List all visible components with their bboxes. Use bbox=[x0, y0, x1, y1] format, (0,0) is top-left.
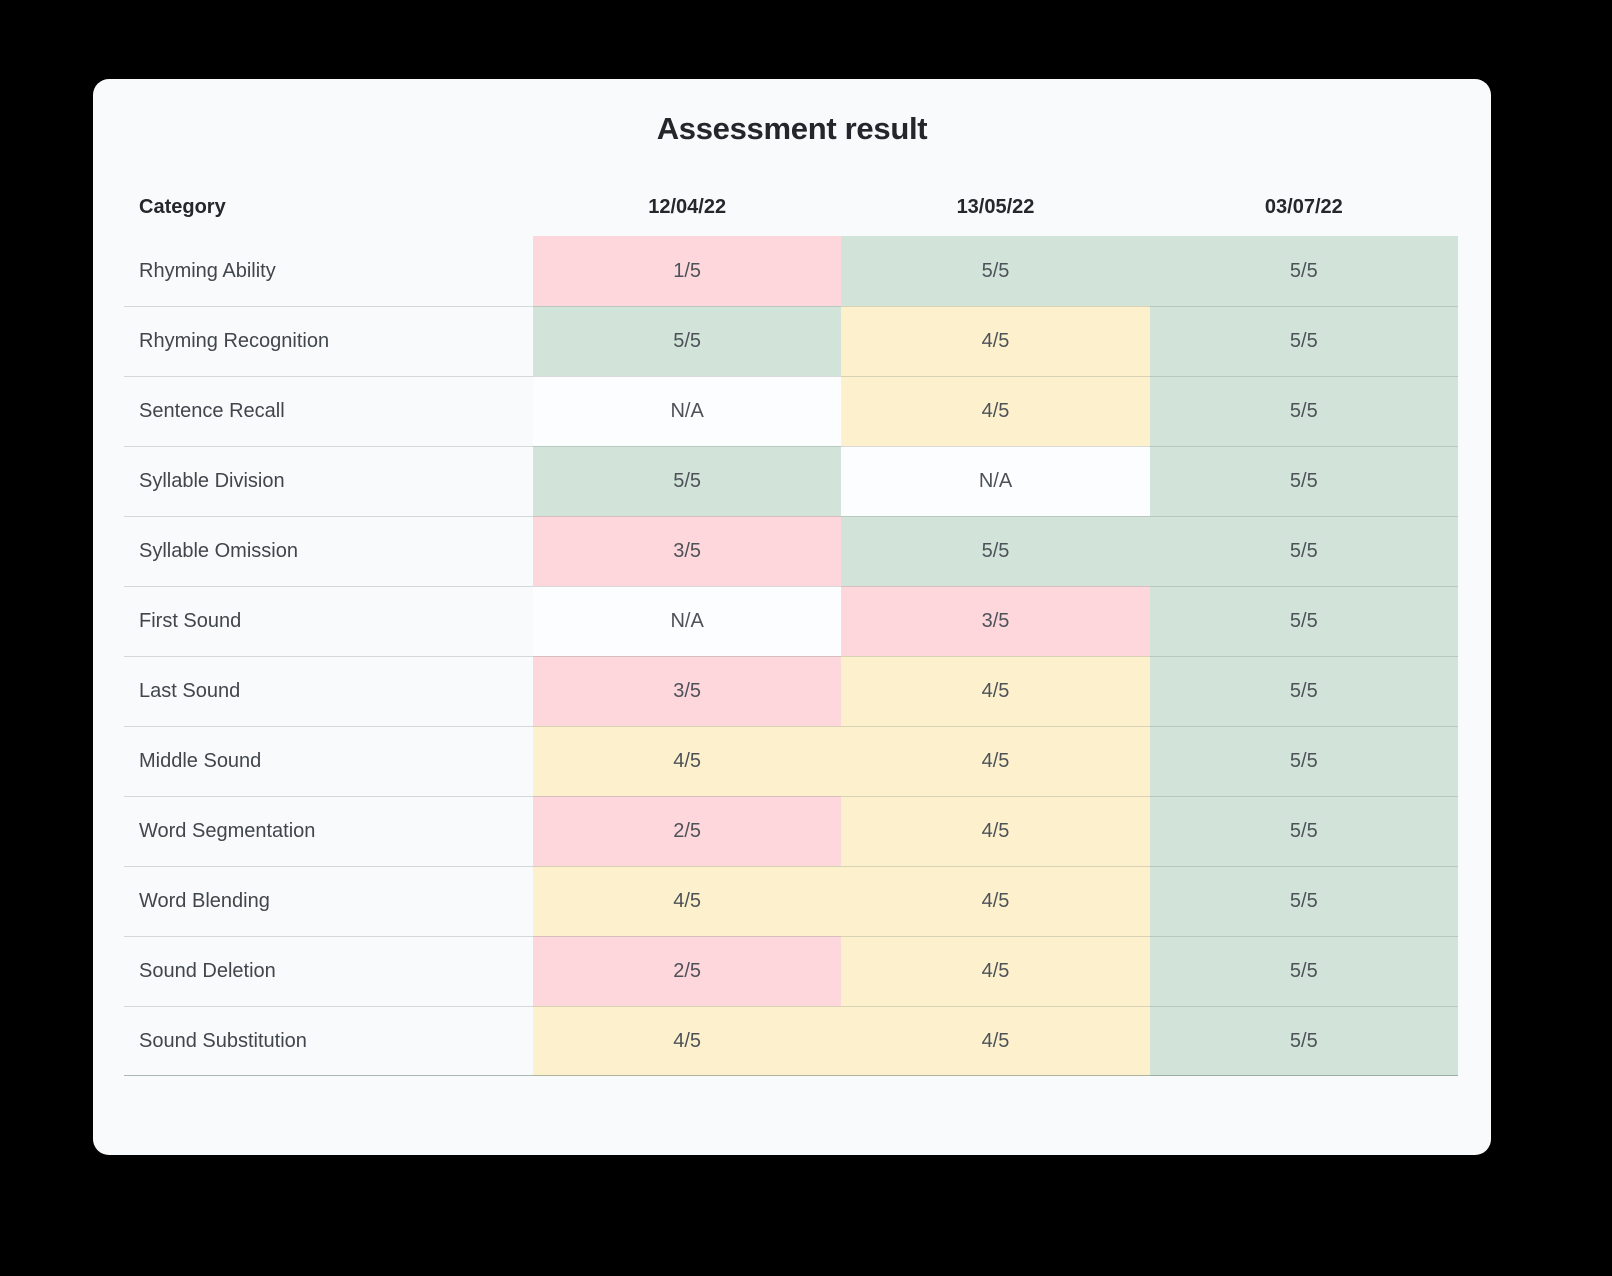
score-cell: 5/5 bbox=[1149, 306, 1458, 376]
score-cell: 5/5 bbox=[533, 446, 842, 516]
score-cell: 4/5 bbox=[533, 726, 842, 796]
table-row: Sound Deletion 2/5 4/5 5/5 bbox=[124, 936, 1458, 1006]
score-cell: 3/5 bbox=[533, 656, 842, 726]
table-row: Syllable Division 5/5 N/A 5/5 bbox=[124, 446, 1458, 516]
table-row: Rhyming Recognition 5/5 4/5 5/5 bbox=[124, 306, 1458, 376]
table-row: Word Blending 4/5 4/5 5/5 bbox=[124, 866, 1458, 936]
category-cell: Word Blending bbox=[124, 866, 533, 936]
table-row: Word Segmentation 2/5 4/5 5/5 bbox=[124, 796, 1458, 866]
score-cell: 5/5 bbox=[533, 306, 842, 376]
column-header-date-3: 03/07/22 bbox=[1264, 196, 1343, 218]
score-cell: 1/5 bbox=[533, 236, 842, 306]
column-header-date-1: 12/04/22 bbox=[648, 196, 727, 218]
column-header-date-2: 13/05/22 bbox=[956, 196, 1035, 218]
score-cell: 5/5 bbox=[1149, 936, 1458, 1006]
table-row: Sentence Recall N/A 4/5 5/5 bbox=[124, 376, 1458, 446]
score-cell: 4/5 bbox=[841, 1006, 1150, 1076]
category-cell: Sound Substitution bbox=[124, 1006, 533, 1076]
score-cell: 5/5 bbox=[1149, 1006, 1458, 1076]
score-cell: 3/5 bbox=[841, 586, 1150, 656]
score-cell: 5/5 bbox=[1149, 446, 1458, 516]
table-row: First Sound N/A 3/5 5/5 bbox=[124, 586, 1458, 656]
score-cell: N/A bbox=[533, 586, 842, 656]
category-cell: Rhyming Recognition bbox=[124, 306, 533, 376]
score-cell: 5/5 bbox=[1149, 586, 1458, 656]
assessment-table: Category 12/04/22 13/05/22 03/07/22 Rhym… bbox=[124, 179, 1458, 1076]
score-cell: 4/5 bbox=[841, 726, 1150, 796]
score-cell: 5/5 bbox=[1149, 376, 1458, 446]
score-cell: 4/5 bbox=[533, 1006, 842, 1076]
score-cell: 2/5 bbox=[533, 796, 842, 866]
table-body: Rhyming Ability 1/5 5/5 5/5 Rhyming Recognit… bbox=[124, 236, 1458, 1076]
table-row: Rhyming Ability 1/5 5/5 5/5 bbox=[124, 236, 1458, 306]
score-cell: 2/5 bbox=[533, 936, 842, 1006]
score-cell: 4/5 bbox=[841, 866, 1150, 936]
category-cell: Word Segmentation bbox=[124, 796, 533, 866]
table-row: Sound Substitution 4/5 4/5 5/5 bbox=[124, 1006, 1458, 1076]
category-cell: Middle Sound bbox=[124, 726, 533, 796]
category-cell: Sound Deletion bbox=[124, 936, 533, 1006]
score-cell: 4/5 bbox=[841, 306, 1150, 376]
score-cell: 5/5 bbox=[1149, 656, 1458, 726]
score-cell: 4/5 bbox=[841, 376, 1150, 446]
score-cell: 4/5 bbox=[841, 936, 1150, 1006]
category-cell: Last Sound bbox=[124, 656, 533, 726]
assessment-card: Assessment result Category 12/04/22 13/0… bbox=[93, 79, 1491, 1155]
score-cell: N/A bbox=[533, 376, 842, 446]
score-cell: 4/5 bbox=[533, 866, 842, 936]
score-cell: 5/5 bbox=[1149, 726, 1458, 796]
category-cell: Syllable Omission bbox=[124, 516, 533, 586]
score-cell: 5/5 bbox=[1149, 866, 1458, 936]
category-cell: Sentence Recall bbox=[124, 376, 533, 446]
table-row: Last Sound 3/5 4/5 5/5 bbox=[124, 656, 1458, 726]
table-row: Middle Sound 4/5 4/5 5/5 bbox=[124, 726, 1458, 796]
table-header-row: Category 12/04/22 13/05/22 03/07/22 bbox=[124, 179, 1458, 236]
score-cell: 5/5 bbox=[1149, 796, 1458, 866]
score-cell: 4/5 bbox=[841, 656, 1150, 726]
score-cell: 5/5 bbox=[1149, 236, 1458, 306]
table-row: Syllable Omission 3/5 5/5 5/5 bbox=[124, 516, 1458, 586]
score-cell: 5/5 bbox=[1149, 516, 1458, 586]
score-cell: 4/5 bbox=[841, 796, 1150, 866]
score-cell: 3/5 bbox=[533, 516, 842, 586]
column-header-category: Category bbox=[139, 196, 226, 218]
category-cell: Syllable Division bbox=[124, 446, 533, 516]
page-title: Assessment result bbox=[656, 111, 928, 146]
score-cell: 5/5 bbox=[841, 236, 1150, 306]
category-cell: First Sound bbox=[124, 586, 533, 656]
score-cell: N/A bbox=[841, 446, 1150, 516]
category-cell: Rhyming Ability bbox=[139, 259, 276, 282]
score-cell: 5/5 bbox=[841, 516, 1150, 586]
